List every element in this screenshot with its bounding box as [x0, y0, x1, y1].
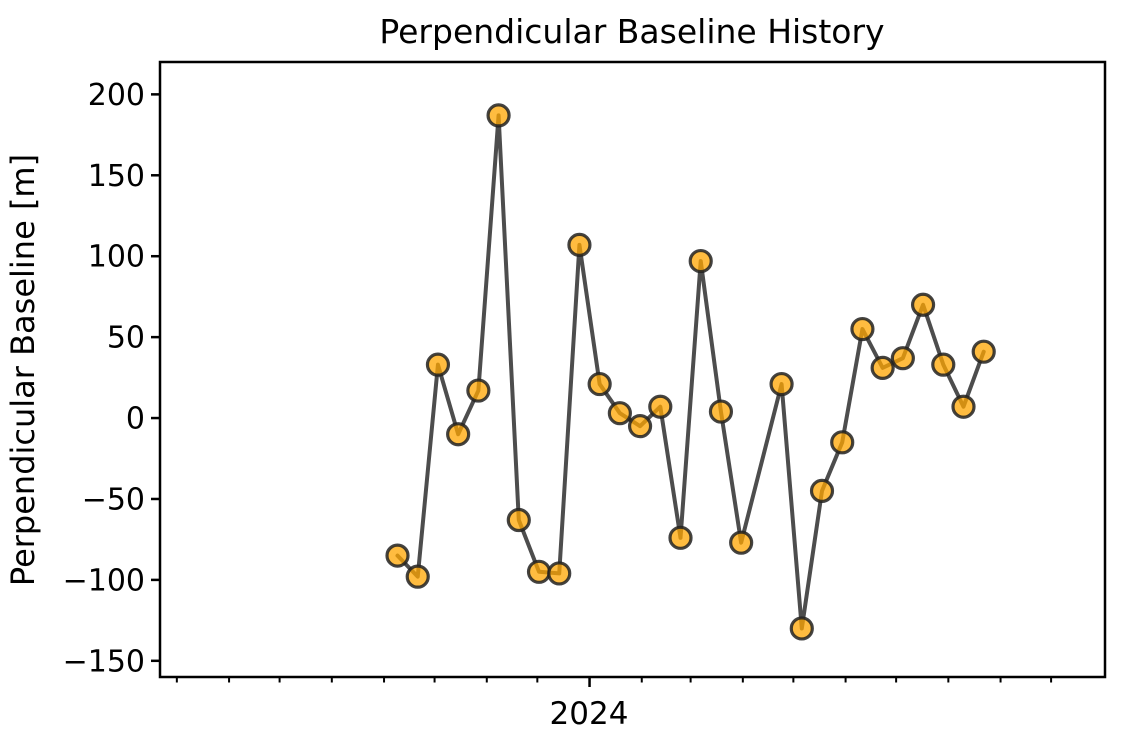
- data-point: [910, 292, 936, 317]
- data-line: [395, 113, 986, 631]
- y-tick-label: 100: [88, 240, 145, 275]
- y-tick-label: −50: [82, 482, 145, 517]
- data-point: [971, 339, 996, 364]
- y-tick-label: −150: [63, 644, 145, 679]
- y-tick-label: −100: [63, 563, 145, 598]
- data-point: [729, 530, 754, 555]
- data-point: [850, 316, 875, 342]
- data-point: [688, 248, 713, 274]
- x-major-tick-label: 2024: [550, 696, 629, 732]
- data-point: [769, 371, 794, 397]
- y-tick-label: 50: [107, 321, 145, 356]
- data-point: [446, 422, 471, 447]
- data-point: [466, 378, 491, 403]
- data-point: [547, 561, 572, 586]
- data-point: [830, 430, 855, 455]
- y-tick-label: 150: [88, 159, 145, 194]
- data-point: [708, 399, 734, 424]
- data-point: [648, 394, 673, 419]
- data-point: [385, 543, 410, 568]
- data-point: [931, 352, 956, 377]
- data-point: [809, 478, 835, 503]
- data-point: [405, 564, 430, 589]
- data-point: [890, 346, 915, 371]
- data-point: [506, 507, 531, 533]
- data-point: [526, 559, 552, 584]
- data-point: [607, 401, 632, 426]
- data-point: [567, 232, 592, 257]
- data-point: [486, 103, 511, 128]
- y-axis-label: Perpendicular Baseline [m]: [4, 154, 42, 586]
- data-point: [627, 414, 653, 439]
- data-point: [668, 525, 693, 550]
- data-point: [587, 371, 612, 397]
- plot-area: 200 150 100 50 0 −50 −100 −150: [63, 60, 1107, 687]
- data-point: [870, 355, 895, 380]
- y-tick-label: 0: [126, 402, 145, 437]
- chart-title: Perpendicular Baseline History: [379, 12, 884, 51]
- data-point: [789, 616, 814, 641]
- data-point: [951, 394, 976, 419]
- y-tick-label: 200: [88, 78, 145, 113]
- data-point: [425, 352, 451, 377]
- axes-spines: [158, 60, 1107, 679]
